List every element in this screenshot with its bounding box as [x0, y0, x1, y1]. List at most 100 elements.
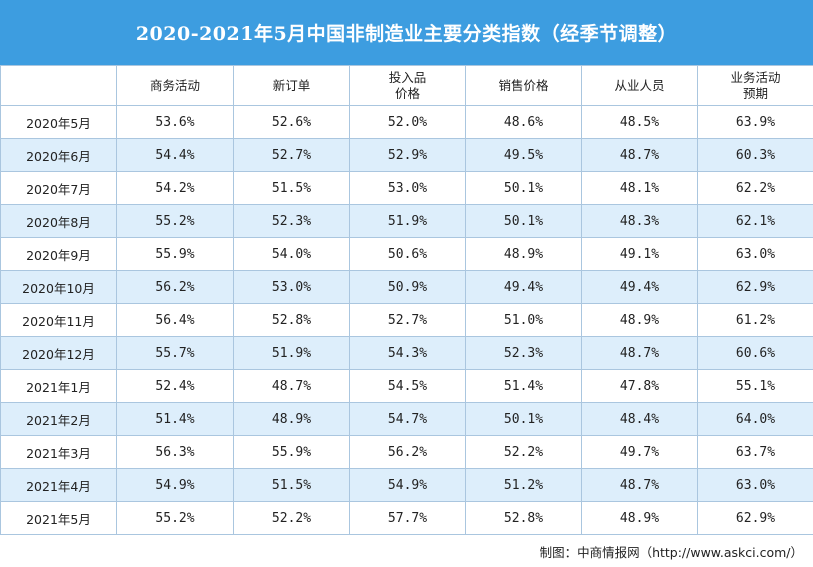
table-cell: 62.1%: [697, 204, 813, 238]
column-header-label: 新订单: [272, 77, 311, 93]
table-cell: 50.6%: [349, 237, 466, 271]
table-cell: 51.5%: [233, 468, 350, 502]
data-table: 商务活动 新订单 投入品 价格 销售价格 从业人员 业务活动 预期 2020年5月 53.6% 5…: [0, 65, 813, 535]
table-row: 2020年9月 55.9% 54.0% 50.6% 48.9% 49.1% 63.0%: [0, 237, 813, 271]
table-cell: 55.2%: [116, 501, 234, 535]
column-header: 从业人员: [581, 65, 698, 106]
table-cell: 52.3%: [233, 204, 350, 238]
column-header: 商务活动: [116, 65, 234, 106]
table-cell: 52.8%: [465, 501, 582, 535]
table-cell: 51.2%: [465, 468, 582, 502]
table-cell: 62.9%: [697, 501, 813, 535]
table-row: 2021年3月 56.3% 55.9% 56.2% 52.2% 49.7% 63.7%: [0, 435, 813, 469]
table-cell: 48.9%: [233, 402, 350, 436]
column-header-label: 价格: [394, 85, 420, 101]
table-cell: 56.3%: [116, 435, 234, 469]
table-cell: 48.9%: [581, 501, 698, 535]
table-cell: 48.9%: [581, 303, 698, 337]
table-cell: 56.2%: [349, 435, 466, 469]
table-cell: 52.6%: [233, 105, 350, 139]
row-month: 2020年5月: [0, 105, 117, 139]
table-cell: 52.7%: [233, 138, 350, 172]
row-month: 2021年4月: [0, 468, 117, 502]
table-cell: 50.9%: [349, 270, 466, 304]
table-cell: 51.9%: [349, 204, 466, 238]
column-header: 销售价格: [465, 65, 582, 106]
table-cell: 62.9%: [697, 270, 813, 304]
table-row: 2020年8月 55.2% 52.3% 51.9% 50.1% 48.3% 62.1%: [0, 204, 813, 238]
table-cell: 54.2%: [116, 171, 234, 205]
row-month: 2020年6月: [0, 138, 117, 172]
row-month: 2020年7月: [0, 171, 117, 205]
table-cell: 57.7%: [349, 501, 466, 535]
row-month: 2020年11月: [0, 303, 117, 337]
table-row: 2021年1月 52.4% 48.7% 54.5% 51.4% 47.8% 55.1%: [0, 369, 813, 403]
table-cell: 52.9%: [349, 138, 466, 172]
table-cell: 52.2%: [233, 501, 350, 535]
column-header-label: 销售价格: [498, 77, 549, 93]
table-cell: 55.9%: [116, 237, 234, 271]
column-header: 投入品 价格: [349, 65, 466, 106]
table-cell: 48.7%: [581, 138, 698, 172]
table-cell: 54.0%: [233, 237, 350, 271]
table-cell: 63.9%: [697, 105, 813, 139]
table-cell: 54.3%: [349, 336, 466, 370]
table-cell: 52.3%: [465, 336, 582, 370]
table-cell: 48.5%: [581, 105, 698, 139]
table-cell: 51.0%: [465, 303, 582, 337]
table-cell: 63.0%: [697, 468, 813, 502]
column-header-label: 商务活动: [149, 77, 200, 93]
table-cell: 48.3%: [581, 204, 698, 238]
table-cell: 55.7%: [116, 336, 234, 370]
table-cell: 51.9%: [233, 336, 350, 370]
table-cell: 53.0%: [349, 171, 466, 205]
table-row: 2021年4月 54.9% 51.5% 54.9% 51.2% 48.7% 63.0%: [0, 468, 813, 502]
table-cell: 48.7%: [581, 468, 698, 502]
row-month: 2021年3月: [0, 435, 117, 469]
table-row: 2020年10月 56.2% 53.0% 50.9% 49.4% 49.4% 62.9%: [0, 270, 813, 304]
table-cell: 49.4%: [465, 270, 582, 304]
table-cell: 55.1%: [697, 369, 813, 403]
source-note: 制图：中商情报网（http://www.askci.com/）: [539, 544, 803, 560]
table-cell: 50.1%: [465, 402, 582, 436]
table-row: 2020年5月 53.6% 52.6% 52.0% 48.6% 48.5% 63.9%: [0, 105, 813, 139]
table-cell: 53.0%: [233, 270, 350, 304]
table-header-row: 商务活动 新订单 投入品 价格 销售价格 从业人员 业务活动 预期: [0, 65, 813, 106]
table-cell: 48.7%: [581, 336, 698, 370]
table-cell: 55.9%: [233, 435, 350, 469]
table-cell: 48.1%: [581, 171, 698, 205]
table-cell: 63.0%: [697, 237, 813, 271]
table-cell: 47.8%: [581, 369, 698, 403]
table-cell: 50.1%: [465, 171, 582, 205]
table-cell: 54.4%: [116, 138, 234, 172]
table-cell: 48.7%: [233, 369, 350, 403]
table-row: 2020年12月 55.7% 51.9% 54.3% 52.3% 48.7% 60.6%: [0, 336, 813, 370]
table-cell: 52.2%: [465, 435, 582, 469]
row-month: 2020年9月: [0, 237, 117, 271]
table-cell: 51.5%: [233, 171, 350, 205]
table-cell: 54.9%: [349, 468, 466, 502]
table-cell: 52.4%: [116, 369, 234, 403]
table-cell: 51.4%: [116, 402, 234, 436]
table-cell: 53.6%: [116, 105, 234, 139]
row-month: 2021年5月: [0, 501, 117, 535]
page-title: 2020-2021年5月中国非制造业主要分类指数（经季节调整）: [0, 0, 813, 65]
column-header-label: 投入品: [388, 69, 427, 85]
table-body: 2020年5月 53.6% 52.6% 52.0% 48.6% 48.5% 63.9% 202…: [0, 105, 813, 535]
table-cell: 52.8%: [233, 303, 350, 337]
row-month: 2020年12月: [0, 336, 117, 370]
table-cell: 54.7%: [349, 402, 466, 436]
row-month: 2020年10月: [0, 270, 117, 304]
table-cell: 64.0%: [697, 402, 813, 436]
table-cell: 55.2%: [116, 204, 234, 238]
table-cell: 60.6%: [697, 336, 813, 370]
column-header: 业务活动 预期: [697, 65, 813, 106]
column-header-label: 业务活动: [730, 69, 781, 85]
table-cell: 52.0%: [349, 105, 466, 139]
table-cell: 54.5%: [349, 369, 466, 403]
column-header: [0, 65, 117, 106]
table-row: 2021年5月 55.2% 52.2% 57.7% 52.8% 48.9% 62.9%: [0, 501, 813, 535]
table-cell: 48.6%: [465, 105, 582, 139]
column-header: 新订单: [233, 65, 350, 106]
table-row: 2020年11月 56.4% 52.8% 52.7% 51.0% 48.9% 61.2%: [0, 303, 813, 337]
